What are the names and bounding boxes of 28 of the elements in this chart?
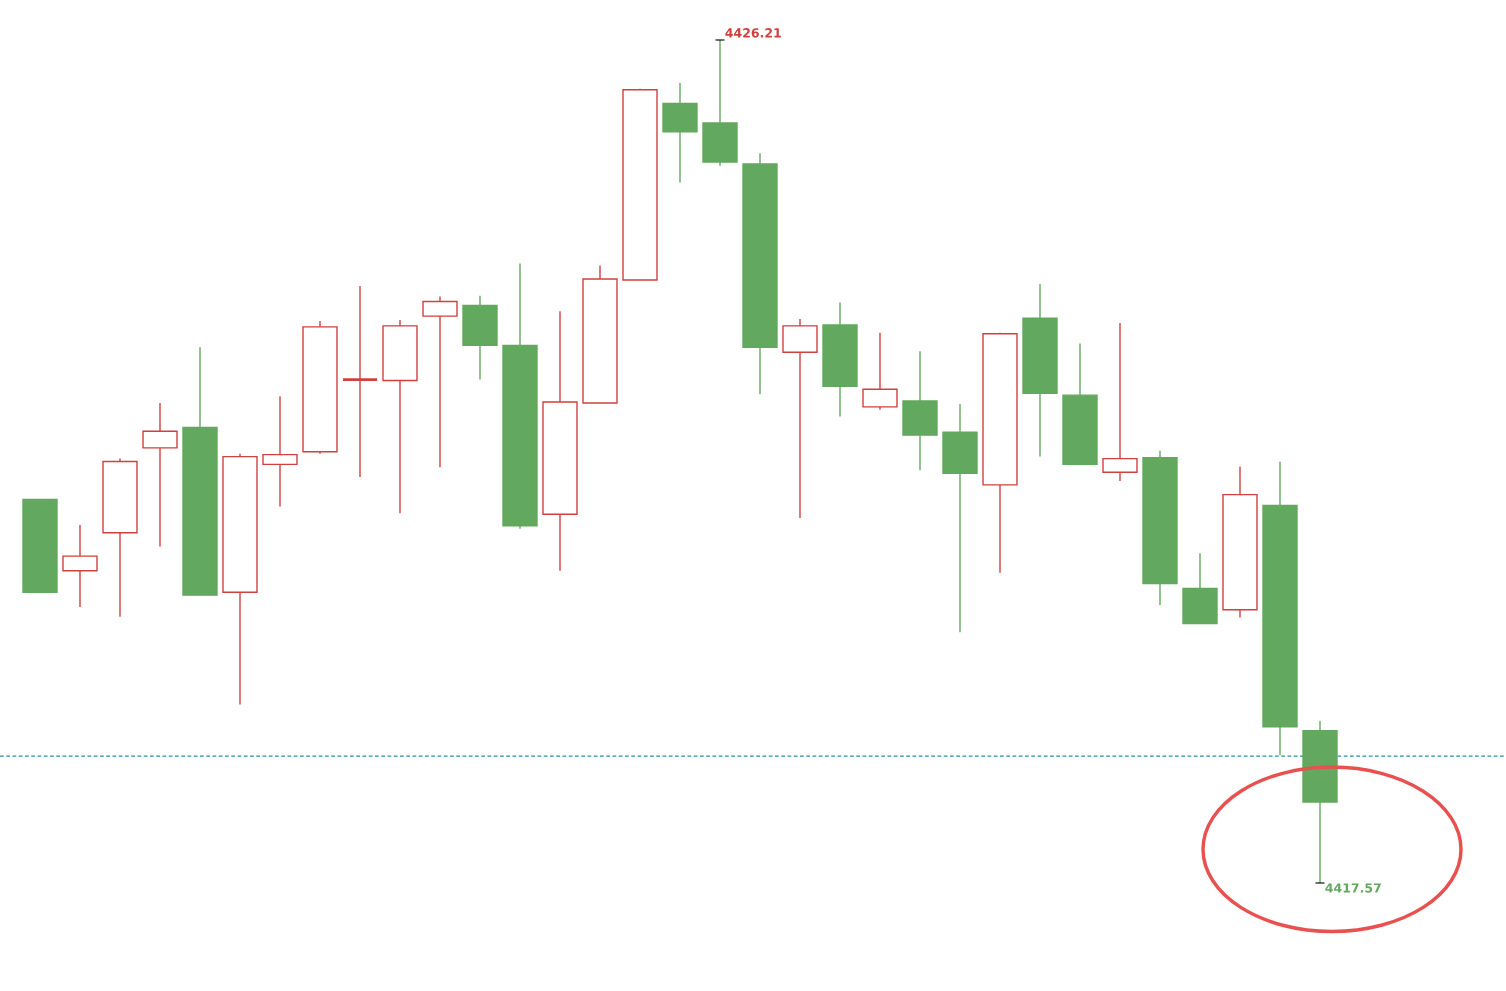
candlestick bbox=[1022, 283, 1058, 458]
candlestick bbox=[822, 301, 858, 418]
candlestick bbox=[1222, 465, 1258, 619]
candlestick bbox=[142, 402, 178, 548]
candlestick bbox=[1262, 460, 1298, 756]
candlestick bbox=[542, 310, 578, 572]
candlestick bbox=[382, 319, 418, 514]
candlestick bbox=[942, 403, 978, 633]
candlestick bbox=[222, 452, 258, 706]
candlestick bbox=[862, 332, 898, 411]
candlestick bbox=[502, 262, 538, 530]
candlestick bbox=[62, 524, 98, 608]
candlestick bbox=[102, 457, 138, 618]
candlestick bbox=[662, 82, 698, 184]
candlestick bbox=[1142, 450, 1178, 606]
text: 4417.57 bbox=[1325, 883, 1381, 893]
candlestick bbox=[341, 285, 379, 478]
candlestick bbox=[1102, 322, 1138, 482]
candlestick bbox=[742, 152, 778, 395]
text: 4426.21 bbox=[725, 28, 781, 38]
candlestick bbox=[462, 294, 498, 381]
candlestick bbox=[902, 350, 938, 471]
candlestick bbox=[702, 39, 738, 167]
candlestick bbox=[422, 295, 458, 469]
candlestick bbox=[782, 318, 818, 519]
candlestick bbox=[302, 320, 338, 455]
candlestick bbox=[1302, 720, 1338, 884]
candlestick bbox=[262, 395, 298, 508]
